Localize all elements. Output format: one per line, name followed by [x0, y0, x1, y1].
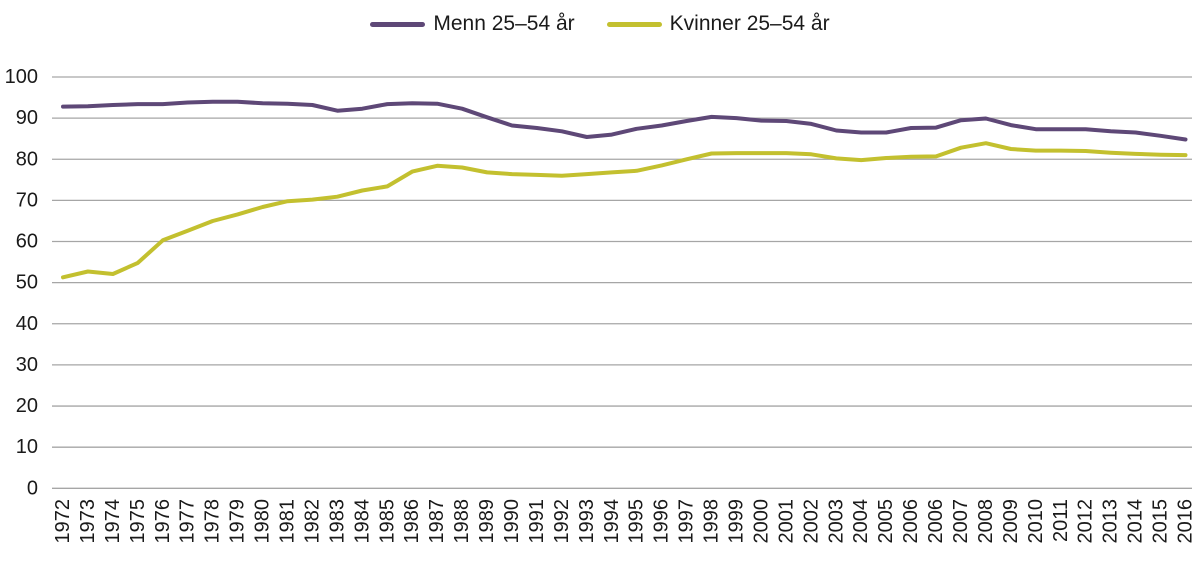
x-tick-label: 2014 [1125, 499, 1147, 544]
x-tick-label: 1994 [601, 499, 623, 544]
y-tick-label: 90 [16, 107, 38, 129]
y-tick-label: 10 [16, 436, 38, 458]
x-tick-label: 2016 [1175, 499, 1197, 544]
x-tick-label: 1983 [326, 499, 348, 544]
series-line-kvinner [61, 141, 1188, 280]
y-tick-label: 50 [16, 272, 38, 294]
y-tick-label: 60 [16, 231, 38, 253]
x-tick-label: 2001 [775, 499, 797, 544]
x-tick-label: 1978 [202, 499, 224, 544]
x-tick-label: 2015 [1150, 499, 1172, 544]
x-tick-label: 2000 [750, 499, 772, 544]
x-tick-label: 1995 [626, 499, 648, 544]
x-tick-label: 1997 [676, 499, 698, 544]
legend-line-swatch-menn [370, 21, 426, 27]
x-tick-label: 2003 [825, 499, 847, 544]
y-tick-label: 0 [27, 477, 38, 499]
x-tick-label: 1984 [351, 499, 373, 544]
legend-label-menn: Menn 25–54 år [433, 12, 575, 35]
x-tick-label: 1998 [701, 499, 723, 544]
y-tick-label: 70 [16, 189, 38, 211]
chart-legend: Menn 25–54 år Kvinner 25–54 år [0, 12, 1200, 36]
legend-item-menn: Menn 25–54 år [370, 12, 575, 36]
y-tick-label: 40 [16, 313, 38, 335]
x-tick-label: 2009 [1000, 499, 1022, 544]
x-tick-label: 2005 [875, 499, 897, 544]
x-tick-label: 2011 [1050, 499, 1072, 542]
y-tick-label: 80 [16, 148, 38, 170]
legend-label-kvinner: Kvinner 25–54 år [669, 12, 830, 35]
x-tick-label: 1996 [651, 499, 673, 544]
y-tick-label: 30 [16, 354, 38, 376]
x-tick-label: 2004 [850, 499, 872, 544]
x-tick-label: 1999 [726, 499, 748, 544]
x-tick-label: 2010 [1025, 499, 1047, 544]
x-tick-label: 2013 [1100, 499, 1122, 544]
x-tick-label: 2007 [950, 499, 972, 544]
x-tick-label: 2006 [900, 499, 922, 544]
x-tick-label: 2002 [800, 499, 822, 544]
x-tick-label: 1972 [52, 499, 74, 544]
x-tick-label: 1975 [127, 499, 149, 544]
x-tick-label: 1986 [401, 499, 423, 544]
x-tick-label: 2012 [1075, 499, 1097, 544]
x-tick-label: 1974 [102, 499, 124, 544]
x-tick-label: 1982 [301, 499, 323, 544]
x-tick-label: 1985 [376, 499, 398, 544]
series-line-menn [61, 99, 1188, 142]
x-tick-label: 1988 [451, 499, 473, 544]
x-tick-label: 2008 [975, 499, 997, 544]
x-tick-label: 1993 [576, 499, 598, 544]
x-tick-label: 1976 [152, 499, 174, 544]
x-tick-label: 1977 [177, 499, 199, 544]
x-tick-label: 2006 [925, 499, 947, 544]
x-tick-label: 1989 [476, 499, 498, 544]
x-tick-label: 1992 [551, 499, 573, 544]
y-tick-label: 100 [5, 66, 38, 88]
x-tick-label: 1981 [277, 499, 299, 544]
x-tick-label: 1980 [252, 499, 274, 544]
x-tick-label: 1987 [426, 499, 448, 544]
x-tick-label: 1973 [77, 499, 99, 544]
x-tick-label: 1990 [501, 499, 523, 544]
legend-line-swatch-kvinner [606, 21, 662, 27]
y-tick-label: 20 [16, 395, 38, 417]
x-tick-label: 1979 [227, 499, 249, 544]
legend-item-kvinner: Kvinner 25–54 år [606, 12, 830, 36]
x-tick-label: 1991 [526, 499, 548, 544]
